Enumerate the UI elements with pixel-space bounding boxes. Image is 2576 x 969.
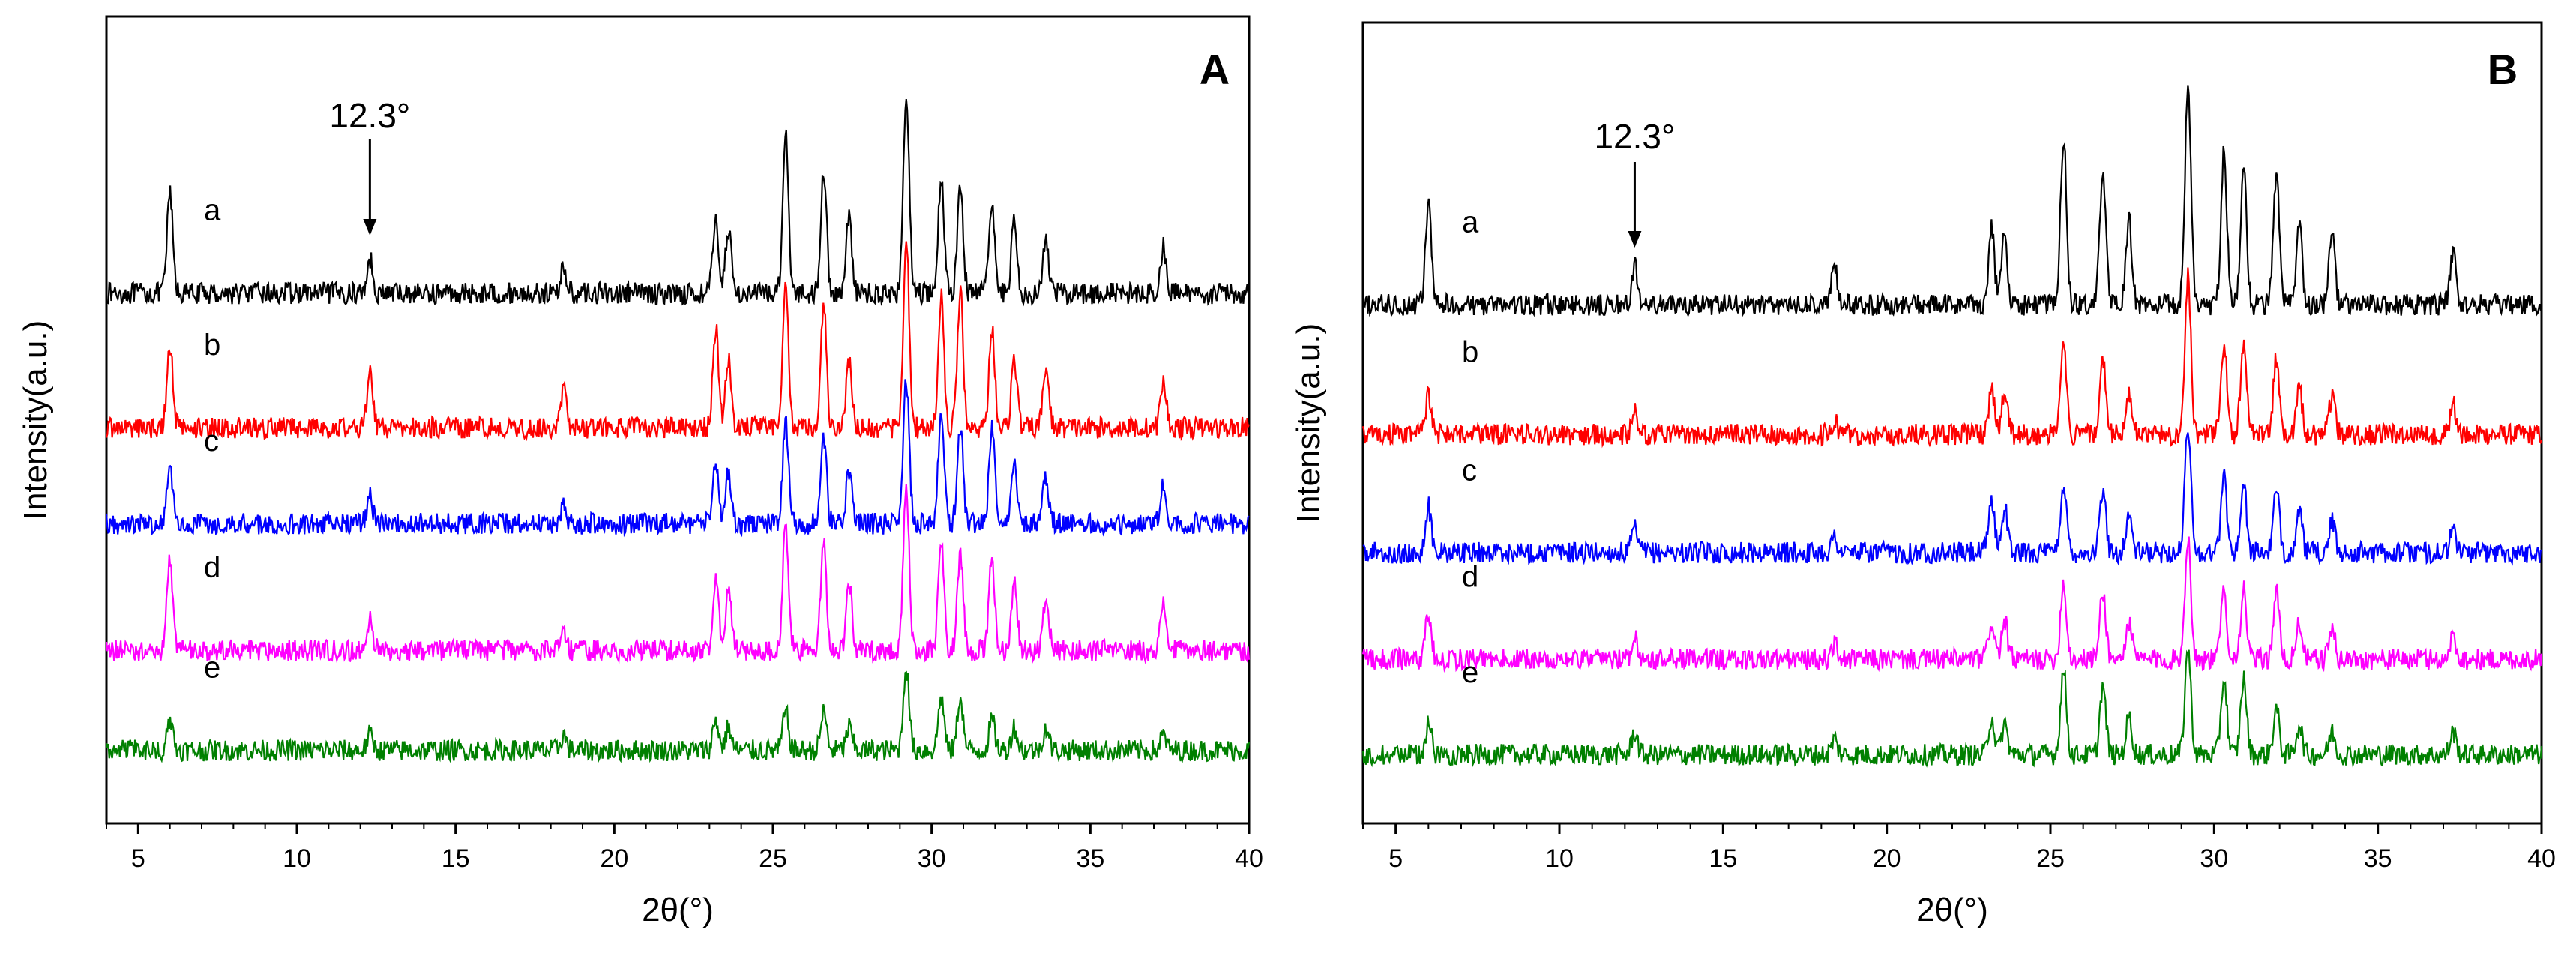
x-tick-label: 15 xyxy=(442,844,470,873)
x-axis-title: 2θ(°) xyxy=(642,892,714,928)
x-tick-label: 20 xyxy=(1873,844,1901,873)
series-line-c xyxy=(105,379,1250,538)
series-label-b: b xyxy=(1462,336,1478,369)
plot-frame xyxy=(1361,21,2543,825)
series-label-a: a xyxy=(1462,206,1479,239)
series-label-d: d xyxy=(204,551,220,584)
x-tick-label: 25 xyxy=(2036,844,2065,873)
series-line-d xyxy=(105,484,1251,665)
series-line-a xyxy=(106,98,1251,308)
x-tick-label: 10 xyxy=(1545,844,1574,873)
x-tick-label: 30 xyxy=(2200,844,2228,873)
peak-annotation: 12.3° xyxy=(1594,117,1675,156)
series-label-b: b xyxy=(204,328,220,362)
series-line-d xyxy=(1361,536,2543,674)
x-tick-label: 35 xyxy=(1076,844,1104,873)
x-tick-label: 10 xyxy=(283,844,311,873)
x-tick-label: 5 xyxy=(1388,844,1403,873)
x-tick-label: 35 xyxy=(2364,844,2392,873)
panel-label: A xyxy=(1200,46,1230,93)
x-tick-label: 20 xyxy=(600,844,628,873)
x-tick-label: 5 xyxy=(131,844,145,873)
annotation-arrow-head xyxy=(1628,231,1642,248)
y-axis-title: Intensity(a.u.) xyxy=(17,320,54,520)
peak-annotation: 12.3° xyxy=(329,96,410,135)
series-label-c: c xyxy=(204,424,219,458)
series-label-e: e xyxy=(204,651,220,684)
x-axis-title: 2θ(°) xyxy=(1916,892,1988,928)
series-line-b xyxy=(1361,267,2543,448)
series-line-b xyxy=(105,241,1251,442)
x-tick-label: 30 xyxy=(918,844,946,873)
series-label-e: e xyxy=(1462,656,1478,689)
series-label-d: d xyxy=(1462,561,1478,594)
panel-b: 5 10 15 20 25 30 35 40 2θ(°) Intensity(a.u.) Ba b c d… xyxy=(1290,21,2556,928)
x-tick-label: 40 xyxy=(2527,844,2556,873)
series-line-a xyxy=(1361,85,2543,317)
series-label-a: a xyxy=(204,194,221,227)
panel-a: 5 10 15 20 25 30 35 40 2θ(°) Intensity(a.u.) Aa b c d… xyxy=(17,15,1263,928)
y-axis-title: Intensity(a.u.) xyxy=(1290,323,1327,524)
series-label-c: c xyxy=(1462,454,1477,487)
series-line-e xyxy=(1361,650,2543,769)
x-tick-label: 15 xyxy=(1709,844,1737,873)
x-tick-label: 40 xyxy=(1235,844,1263,873)
plot-frame xyxy=(105,15,1251,825)
series-line-c xyxy=(1362,432,2542,566)
series-line-e xyxy=(105,670,1251,764)
x-tick-label: 25 xyxy=(759,844,787,873)
annotation-arrow-head xyxy=(363,219,377,236)
panel-label: B xyxy=(2488,46,2518,93)
